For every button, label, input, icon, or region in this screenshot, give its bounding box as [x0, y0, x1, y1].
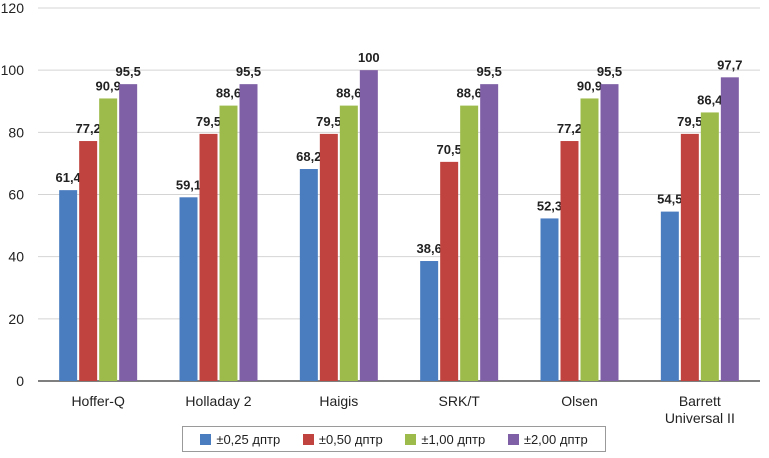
legend-label: ±2,00 дптр	[523, 431, 588, 447]
legend-label: ±0,25 дптр	[216, 431, 281, 447]
x-tick-label: Hoffer-Q	[71, 393, 125, 409]
bar	[600, 84, 619, 381]
data-label: 79,5	[316, 114, 341, 129]
bar-chart: 02040608010012061,477,290,995,5Hoffer-Q5…	[1, 0, 760, 425]
data-label: 95,5	[236, 64, 261, 79]
data-label: 68,2	[296, 149, 321, 164]
bar	[299, 169, 318, 381]
data-label: 95,5	[477, 64, 502, 79]
x-tick-label: Universal II	[665, 410, 735, 425]
data-label: 77,2	[76, 121, 101, 136]
bar	[440, 161, 459, 381]
bar	[560, 141, 579, 381]
bar	[219, 105, 238, 381]
data-label: 70,5	[437, 142, 462, 157]
data-label: 77,2	[557, 121, 582, 136]
legend-swatch	[302, 433, 314, 445]
y-tick-label: 40	[8, 249, 24, 265]
legend-item: ±0,25 дптр	[200, 432, 280, 447]
legend-swatch	[200, 433, 212, 445]
data-label: 90,9	[96, 78, 121, 93]
data-label: 88,6	[336, 86, 361, 101]
legend-swatch	[507, 433, 519, 445]
data-label: 79,5	[196, 114, 221, 129]
data-label: 54,5	[657, 192, 682, 207]
x-tick-label: Holladay 2	[185, 393, 251, 409]
bar	[239, 84, 258, 381]
legend-item: ±2,00 дптр	[507, 431, 588, 447]
y-tick-label: 0	[16, 373, 24, 389]
bar	[480, 84, 499, 381]
bar	[339, 105, 358, 381]
bar	[319, 133, 338, 381]
bar	[59, 190, 78, 381]
y-tick-label: 120	[1, 0, 25, 16]
bar	[99, 98, 118, 381]
legend-label: ±0,50 дптр	[318, 431, 383, 447]
bar	[119, 84, 138, 381]
bar	[680, 133, 699, 381]
legend-item: ±1,00 дптр	[405, 432, 485, 447]
bar	[359, 70, 378, 382]
y-tick-label: 100	[1, 62, 25, 78]
data-label: 61,4	[56, 170, 82, 185]
legend-item: ±0,50 дптр	[302, 431, 383, 447]
bar	[660, 211, 679, 381]
data-label: 52,3	[537, 198, 562, 213]
bar	[540, 218, 559, 381]
legend-swatch	[405, 433, 417, 445]
data-label: 90,9	[577, 78, 602, 93]
bar	[700, 112, 719, 381]
data-label: 86,4	[697, 92, 723, 107]
legend: ±0,25 дптр ±0,50 дптр ±1,00 дптр ±2,00 дптр	[182, 426, 606, 452]
x-tick-label: Olsen	[561, 393, 598, 409]
data-label: 100	[358, 50, 380, 65]
y-tick-label: 20	[8, 311, 24, 327]
data-label: 38,6	[417, 241, 442, 256]
x-tick-label: Barrett	[679, 393, 721, 409]
data-label: 88,6	[216, 86, 241, 101]
y-tick-label: 80	[8, 124, 24, 140]
bar	[720, 77, 739, 382]
data-label: 95,5	[116, 64, 141, 79]
bar	[420, 261, 439, 381]
data-label: 59,1	[176, 177, 201, 192]
bar	[179, 197, 198, 381]
data-label: 79,5	[677, 114, 702, 129]
data-label: 95,5	[597, 64, 622, 79]
bar	[460, 105, 479, 381]
x-tick-label: SRK/T	[439, 393, 481, 409]
legend-label: ±1,00 дптр	[421, 431, 486, 447]
x-tick-label: Haigis	[319, 393, 358, 409]
bar	[580, 98, 599, 381]
data-label: 88,6	[457, 86, 482, 101]
bar	[199, 133, 218, 381]
data-label: 97,7	[717, 57, 742, 72]
y-tick-label: 60	[8, 187, 24, 203]
bar	[79, 141, 98, 381]
